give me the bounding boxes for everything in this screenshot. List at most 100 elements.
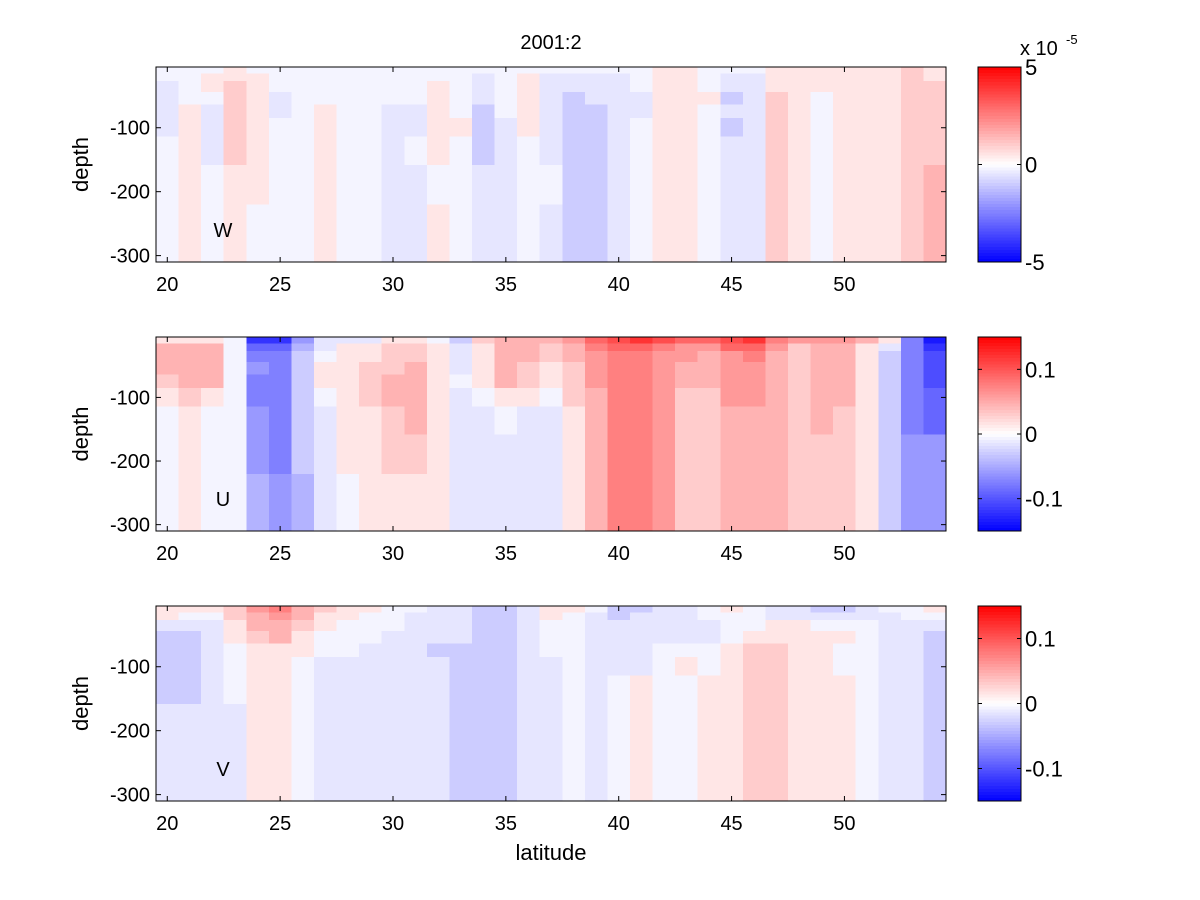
heatmap-cell bbox=[630, 743, 654, 802]
heatmap-cell bbox=[336, 657, 360, 677]
heatmap-cell bbox=[472, 406, 496, 435]
heatmap-cell bbox=[810, 164, 834, 206]
colorbar-swatch bbox=[978, 509, 1021, 514]
heatmap-cell bbox=[539, 657, 563, 677]
heatmap-cell bbox=[833, 434, 857, 475]
heatmap-cell bbox=[742, 337, 767, 344]
heatmap-cell bbox=[426, 104, 451, 119]
heatmap-cell bbox=[855, 104, 879, 119]
colorbar-swatch bbox=[978, 464, 1021, 468]
colorbar-swatch bbox=[978, 146, 1021, 150]
heatmap-cell bbox=[855, 612, 879, 621]
heatmap-cell bbox=[630, 643, 654, 658]
heatmap-cell bbox=[336, 164, 360, 206]
colorbar-swatch bbox=[978, 76, 1021, 80]
heatmap-cell bbox=[630, 81, 654, 93]
heatmap-cell bbox=[652, 675, 676, 705]
colorbar-swatch bbox=[978, 370, 1021, 374]
colorbar-swatch bbox=[978, 663, 1021, 668]
heatmap-cell bbox=[268, 473, 293, 532]
colorbar-swatch bbox=[978, 715, 1021, 720]
heatmap-cell bbox=[720, 164, 744, 206]
heatmap-cell bbox=[742, 350, 767, 363]
heatmap-cell bbox=[178, 164, 202, 206]
heatmap-cell bbox=[584, 337, 609, 344]
heatmap-cell bbox=[539, 612, 563, 621]
heatmap-cell bbox=[833, 343, 857, 352]
heatmap-cell bbox=[562, 374, 586, 389]
heatmap-cell bbox=[426, 675, 451, 705]
heatmap-cell bbox=[472, 104, 496, 119]
heatmap-cell bbox=[359, 136, 383, 166]
colorbar-swatch bbox=[978, 443, 1021, 447]
heatmap-cell bbox=[539, 350, 563, 363]
heatmap-cell bbox=[720, 387, 744, 407]
colorbar-swatch bbox=[978, 673, 1021, 677]
heatmap-cell bbox=[291, 434, 315, 475]
heatmap-cell bbox=[539, 118, 563, 138]
heatmap-cell bbox=[765, 643, 789, 658]
heatmap-cell bbox=[291, 743, 315, 802]
heatmap-cell bbox=[178, 73, 202, 82]
heatmap-cell bbox=[833, 630, 857, 645]
colorbar-swatch bbox=[978, 255, 1021, 260]
colorbar-swatch bbox=[978, 524, 1021, 529]
heatmap-cell bbox=[314, 374, 338, 389]
heatmap-cell bbox=[381, 91, 405, 106]
heatmap-cell bbox=[607, 91, 631, 106]
heatmap-cell bbox=[900, 350, 925, 363]
heatmap-cell bbox=[517, 361, 541, 376]
colorbar-swatch bbox=[978, 352, 1021, 356]
heatmap-cell bbox=[246, 657, 270, 677]
heatmap-cell bbox=[291, 91, 315, 106]
colorbar-swatch bbox=[978, 219, 1021, 223]
heatmap-cell bbox=[494, 118, 518, 138]
heatmap-cell bbox=[517, 643, 541, 658]
heatmap-cell bbox=[584, 73, 609, 82]
heatmap-cell bbox=[720, 91, 744, 106]
heatmap-cell bbox=[900, 612, 925, 621]
heatmap-cell bbox=[336, 473, 360, 532]
heatmap-cell bbox=[855, 136, 879, 166]
heatmap-cell bbox=[426, 361, 451, 376]
heatmap-cell bbox=[291, 473, 315, 532]
heatmap-cell bbox=[900, 743, 925, 802]
heatmap-cell bbox=[268, 164, 293, 206]
colorbar-swatch bbox=[978, 234, 1021, 239]
heatmap-cell bbox=[404, 204, 428, 263]
heatmap-cell bbox=[788, 374, 812, 389]
heatmap-cell bbox=[201, 612, 225, 621]
colorbar-tick-label: 0 bbox=[1025, 422, 1037, 447]
heatmap-cell bbox=[314, 204, 338, 263]
heatmap-cell bbox=[268, 387, 293, 407]
colorbar-swatch bbox=[978, 361, 1021, 365]
heatmap-cell bbox=[381, 387, 405, 407]
heatmap-cell bbox=[742, 657, 767, 677]
heatmap-cell bbox=[788, 73, 812, 82]
heatmap-cell bbox=[494, 73, 518, 82]
x-tick-label: 25 bbox=[269, 813, 291, 835]
heatmap-cell bbox=[652, 387, 676, 407]
heatmap-cell bbox=[291, 361, 315, 376]
heatmap-cell bbox=[855, 675, 879, 705]
heatmap-cell bbox=[381, 104, 405, 119]
heatmap-cell bbox=[404, 643, 428, 658]
colorbar-swatch bbox=[978, 258, 1021, 263]
colorbar-swatch bbox=[978, 458, 1021, 462]
heatmap-cell bbox=[472, 81, 496, 93]
heatmap-cell bbox=[359, 387, 383, 407]
heatmap-cell bbox=[584, 606, 609, 613]
y-tick-label: -200 bbox=[110, 182, 150, 204]
colorbar-swatch bbox=[978, 167, 1021, 172]
heatmap-cell bbox=[833, 204, 857, 263]
heatmap-cell bbox=[720, 104, 744, 119]
heatmap-cell bbox=[201, 81, 225, 93]
heatmap-cell bbox=[652, 361, 676, 376]
heatmap-cell bbox=[494, 643, 518, 658]
heatmap-cell bbox=[833, 73, 857, 82]
heatmap-cell bbox=[833, 374, 857, 389]
heatmap-cell bbox=[652, 643, 676, 658]
colorbar-swatch bbox=[978, 727, 1021, 732]
heatmap-cell bbox=[404, 743, 428, 802]
heatmap-cell bbox=[742, 643, 767, 658]
